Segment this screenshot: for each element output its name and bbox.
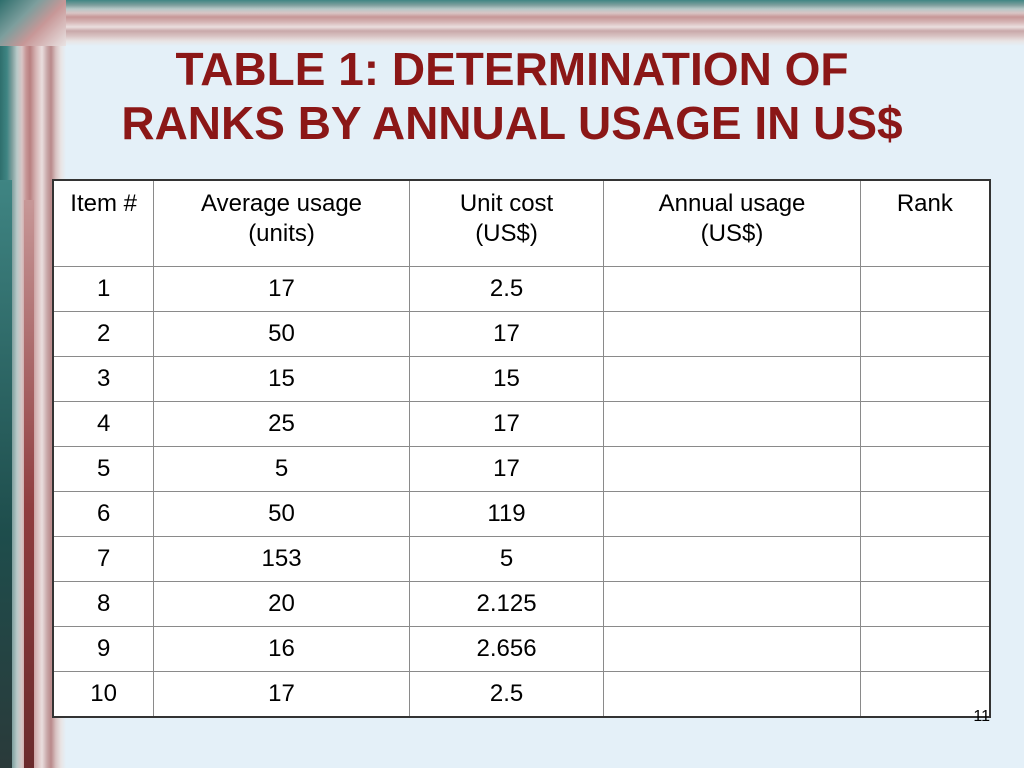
cell-item-number: 2 <box>52 311 155 357</box>
cell-item-number: 10 <box>52 671 155 718</box>
cell-average-usage: 17 <box>153 266 410 312</box>
table-row: 6 50 119 <box>52 491 991 537</box>
header-average-usage: Average usage (units) <box>153 179 410 267</box>
cell-average-usage: 50 <box>153 491 410 537</box>
cell-unit-cost: 5 <box>408 536 605 582</box>
table-header: Item # Average usage (units) Unit cost (… <box>52 179 991 267</box>
cell-rank <box>859 311 991 357</box>
slide-title-line-1: TABLE 1: DETERMINATION OF <box>175 43 849 95</box>
slide-number: 11 <box>973 708 990 725</box>
cell-average-usage: 50 <box>153 311 410 357</box>
cell-average-usage: 20 <box>153 581 410 627</box>
cell-annual-usage <box>603 536 861 582</box>
cell-average-usage: 5 <box>153 446 410 492</box>
cell-item-number: 5 <box>52 446 155 492</box>
table-row: 4 25 17 <box>52 401 991 447</box>
header-unit-cost-line1: Unit cost <box>459 190 554 217</box>
cell-item-number: 1 <box>52 266 155 312</box>
cell-unit-cost: 17 <box>408 446 605 492</box>
cell-rank <box>859 356 991 402</box>
cell-rank <box>859 266 991 312</box>
cell-item-number: 6 <box>52 491 155 537</box>
table-row: 1 17 2.5 <box>52 266 991 312</box>
cell-rank <box>859 536 991 582</box>
table-row: 3 15 15 <box>52 356 991 402</box>
decorative-left-dark-band <box>0 180 12 768</box>
cell-rank <box>859 491 991 537</box>
cell-annual-usage <box>603 356 861 402</box>
cell-annual-usage <box>603 491 861 537</box>
table-row: 9 16 2.656 <box>52 626 991 672</box>
slide-title: TABLE 1: DETERMINATION OF RANKS BY ANNUA… <box>66 42 958 150</box>
cell-rank <box>859 626 991 672</box>
cell-average-usage: 16 <box>153 626 410 672</box>
header-item-number-line1: Item # <box>70 190 137 217</box>
cell-unit-cost: 2.5 <box>408 671 605 718</box>
cell-rank <box>859 401 991 447</box>
table-row: 8 20 2.125 <box>52 581 991 627</box>
usage-rank-table: Item # Average usage (units) Unit cost (… <box>52 179 991 718</box>
decorative-left-red-band <box>24 200 34 768</box>
cell-unit-cost: 119 <box>408 491 605 537</box>
cell-item-number: 9 <box>52 626 155 672</box>
table-body: 1 17 2.5 2 50 17 3 15 15 4 25 17 <box>52 266 991 718</box>
cell-annual-usage <box>603 311 861 357</box>
cell-rank <box>859 446 991 492</box>
cell-unit-cost: 2.5 <box>408 266 605 312</box>
cell-average-usage: 25 <box>153 401 410 447</box>
cell-average-usage: 17 <box>153 671 410 718</box>
cell-annual-usage <box>603 446 861 492</box>
slide-title-line-2: RANKS BY ANNUAL USAGE IN US$ <box>121 97 903 149</box>
cell-annual-usage <box>603 581 861 627</box>
table-header-row: Item # Average usage (units) Unit cost (… <box>52 179 991 267</box>
header-average-usage-line1: Average usage <box>201 190 363 217</box>
cell-unit-cost: 17 <box>408 311 605 357</box>
header-rank-line1: Rank <box>896 190 953 217</box>
cell-rank <box>859 671 991 718</box>
cell-item-number: 4 <box>52 401 155 447</box>
header-item-number: Item # <box>52 179 155 267</box>
cell-rank <box>859 581 991 627</box>
cell-item-number: 3 <box>52 356 155 402</box>
decorative-corner <box>0 0 66 46</box>
header-annual-usage-line1: Annual usage <box>658 190 806 217</box>
cell-average-usage: 153 <box>153 536 410 582</box>
header-annual-usage: Annual usage (US$) <box>603 179 861 267</box>
header-unit-cost: Unit cost (US$) <box>408 179 605 267</box>
cell-unit-cost: 2.656 <box>408 626 605 672</box>
table-row: 7 153 5 <box>52 536 991 582</box>
header-average-usage-line2: (units) <box>248 220 315 247</box>
cell-annual-usage <box>603 401 861 447</box>
cell-annual-usage <box>603 671 861 718</box>
cell-annual-usage <box>603 266 861 312</box>
table-row: 5 5 17 <box>52 446 991 492</box>
header-unit-cost-line2: (US$) <box>475 220 538 247</box>
cell-annual-usage <box>603 626 861 672</box>
header-rank: Rank <box>859 179 991 267</box>
cell-item-number: 8 <box>52 581 155 627</box>
table-row: 10 17 2.5 <box>52 671 991 718</box>
decorative-top-stripe <box>0 0 1024 46</box>
cell-unit-cost: 17 <box>408 401 605 447</box>
cell-unit-cost: 15 <box>408 356 605 402</box>
cell-item-number: 7 <box>52 536 155 582</box>
cell-unit-cost: 2.125 <box>408 581 605 627</box>
cell-average-usage: 15 <box>153 356 410 402</box>
table-row: 2 50 17 <box>52 311 991 357</box>
header-annual-usage-line2: (US$) <box>700 220 764 247</box>
